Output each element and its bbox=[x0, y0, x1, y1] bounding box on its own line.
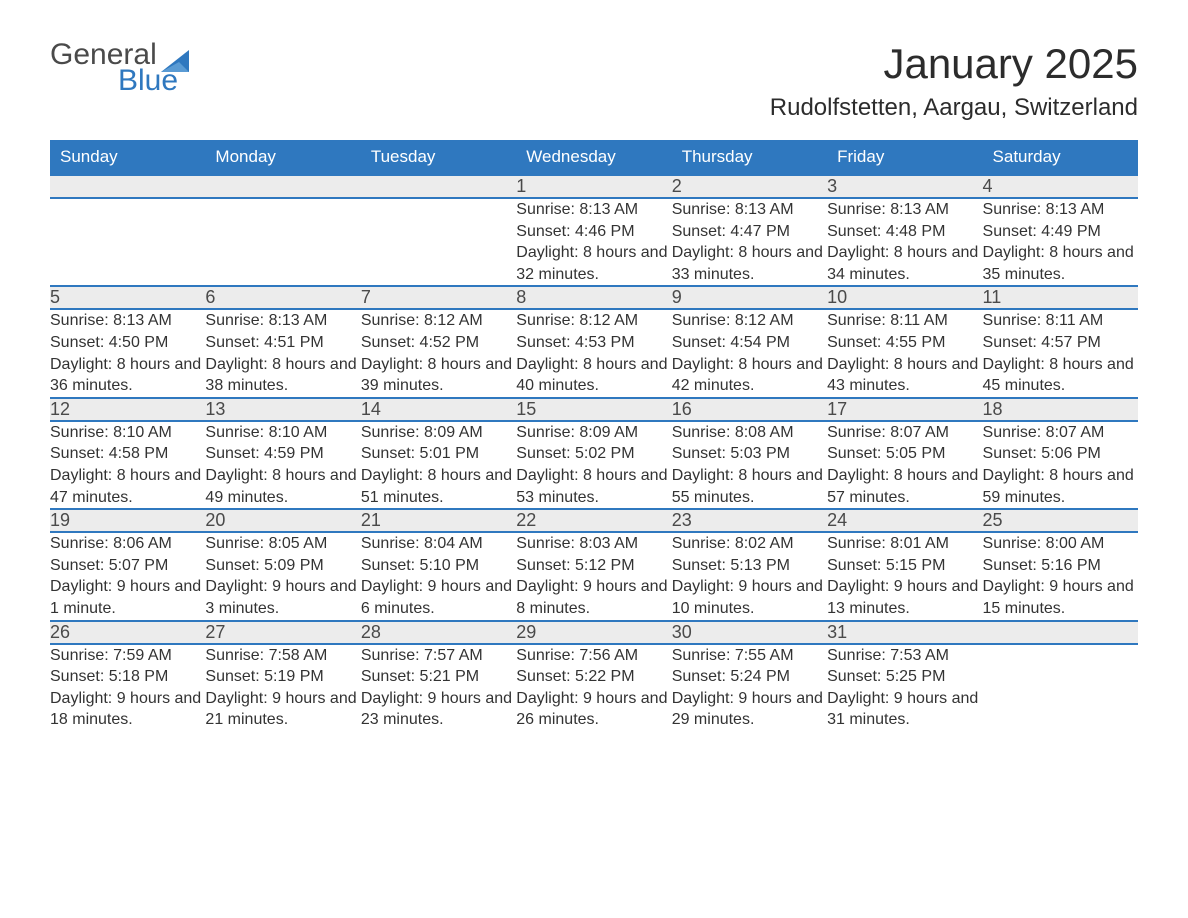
day-content-cell: Sunrise: 8:06 AMSunset: 5:07 PMDaylight:… bbox=[50, 532, 205, 620]
day-number-cell: 11 bbox=[983, 286, 1138, 309]
day-content-cell: Sunrise: 8:12 AMSunset: 4:53 PMDaylight:… bbox=[516, 309, 671, 397]
day-number-cell: 31 bbox=[827, 621, 982, 644]
day-content-cell: Sunrise: 8:12 AMSunset: 4:52 PMDaylight:… bbox=[361, 309, 516, 397]
day-number-cell bbox=[50, 175, 205, 198]
day-content-cell: Sunrise: 8:10 AMSunset: 4:59 PMDaylight:… bbox=[205, 421, 360, 509]
weekday-header: Saturday bbox=[983, 140, 1138, 175]
day-content-cell: Sunrise: 8:13 AMSunset: 4:47 PMDaylight:… bbox=[672, 198, 827, 286]
day-number-row: 262728293031 bbox=[50, 621, 1138, 644]
day-content-cell: Sunrise: 8:11 AMSunset: 4:57 PMDaylight:… bbox=[983, 309, 1138, 397]
day-content-cell: Sunrise: 8:07 AMSunset: 5:06 PMDaylight:… bbox=[983, 421, 1138, 509]
day-content-cell: Sunrise: 8:13 AMSunset: 4:48 PMDaylight:… bbox=[827, 198, 982, 286]
day-number-cell: 24 bbox=[827, 509, 982, 532]
day-number-cell: 4 bbox=[983, 175, 1138, 198]
day-content-row: Sunrise: 8:10 AMSunset: 4:58 PMDaylight:… bbox=[50, 421, 1138, 509]
day-number-row: 567891011 bbox=[50, 286, 1138, 309]
day-content-cell: Sunrise: 8:12 AMSunset: 4:54 PMDaylight:… bbox=[672, 309, 827, 397]
day-content-cell: Sunrise: 7:53 AMSunset: 5:25 PMDaylight:… bbox=[827, 644, 982, 741]
day-content-cell: Sunrise: 8:08 AMSunset: 5:03 PMDaylight:… bbox=[672, 421, 827, 509]
day-content-row: Sunrise: 8:13 AMSunset: 4:46 PMDaylight:… bbox=[50, 198, 1138, 286]
day-content-cell bbox=[205, 198, 360, 286]
day-content-cell: Sunrise: 7:59 AMSunset: 5:18 PMDaylight:… bbox=[50, 644, 205, 741]
day-number-cell: 7 bbox=[361, 286, 516, 309]
day-content-cell: Sunrise: 7:58 AMSunset: 5:19 PMDaylight:… bbox=[205, 644, 360, 741]
day-number-cell: 21 bbox=[361, 509, 516, 532]
day-number-cell: 28 bbox=[361, 621, 516, 644]
day-number-cell bbox=[205, 175, 360, 198]
day-number-cell: 10 bbox=[827, 286, 982, 309]
day-content-cell: Sunrise: 8:13 AMSunset: 4:49 PMDaylight:… bbox=[983, 198, 1138, 286]
day-number-row: 19202122232425 bbox=[50, 509, 1138, 532]
day-number-cell: 30 bbox=[672, 621, 827, 644]
day-content-cell: Sunrise: 8:11 AMSunset: 4:55 PMDaylight:… bbox=[827, 309, 982, 397]
day-number-cell: 19 bbox=[50, 509, 205, 532]
day-number-cell: 6 bbox=[205, 286, 360, 309]
logo: General Blue bbox=[50, 40, 189, 96]
day-number-cell: 25 bbox=[983, 509, 1138, 532]
day-content-cell: Sunrise: 8:13 AMSunset: 4:46 PMDaylight:… bbox=[516, 198, 671, 286]
day-number-cell: 27 bbox=[205, 621, 360, 644]
day-number-cell bbox=[361, 175, 516, 198]
day-content-row: Sunrise: 8:13 AMSunset: 4:50 PMDaylight:… bbox=[50, 309, 1138, 397]
day-number-cell: 9 bbox=[672, 286, 827, 309]
logo-word-blue: Blue bbox=[50, 66, 189, 96]
header: General Blue January 2025 Rudolfstetten,… bbox=[50, 40, 1138, 122]
day-number-cell: 26 bbox=[50, 621, 205, 644]
weekday-header: Friday bbox=[827, 140, 982, 175]
day-content-cell: Sunrise: 8:02 AMSunset: 5:13 PMDaylight:… bbox=[672, 532, 827, 620]
day-number-cell: 5 bbox=[50, 286, 205, 309]
day-number-cell: 22 bbox=[516, 509, 671, 532]
day-number-cell: 20 bbox=[205, 509, 360, 532]
weekday-header: Wednesday bbox=[516, 140, 671, 175]
day-content-cell: Sunrise: 8:13 AMSunset: 4:50 PMDaylight:… bbox=[50, 309, 205, 397]
day-number-cell: 18 bbox=[983, 398, 1138, 421]
day-number-cell: 12 bbox=[50, 398, 205, 421]
day-number-cell: 2 bbox=[672, 175, 827, 198]
day-number-cell: 3 bbox=[827, 175, 982, 198]
day-number-row: 1234 bbox=[50, 175, 1138, 198]
weekday-row: SundayMondayTuesdayWednesdayThursdayFrid… bbox=[50, 140, 1138, 175]
day-number-cell: 13 bbox=[205, 398, 360, 421]
day-content-cell bbox=[50, 198, 205, 286]
day-number-cell: 23 bbox=[672, 509, 827, 532]
day-number-cell bbox=[983, 621, 1138, 644]
day-content-cell: Sunrise: 8:07 AMSunset: 5:05 PMDaylight:… bbox=[827, 421, 982, 509]
day-content-row: Sunrise: 7:59 AMSunset: 5:18 PMDaylight:… bbox=[50, 644, 1138, 741]
month-title: January 2025 bbox=[770, 40, 1138, 88]
day-content-cell bbox=[361, 198, 516, 286]
day-content-cell: Sunrise: 8:09 AMSunset: 5:01 PMDaylight:… bbox=[361, 421, 516, 509]
weekday-header: Monday bbox=[205, 140, 360, 175]
weekday-header: Sunday bbox=[50, 140, 205, 175]
day-number-cell: 16 bbox=[672, 398, 827, 421]
day-content-cell: Sunrise: 8:09 AMSunset: 5:02 PMDaylight:… bbox=[516, 421, 671, 509]
title-block: January 2025 Rudolfstetten, Aargau, Swit… bbox=[770, 40, 1138, 122]
day-content-cell: Sunrise: 7:56 AMSunset: 5:22 PMDaylight:… bbox=[516, 644, 671, 741]
day-number-row: 12131415161718 bbox=[50, 398, 1138, 421]
day-content-cell bbox=[983, 644, 1138, 741]
day-content-row: Sunrise: 8:06 AMSunset: 5:07 PMDaylight:… bbox=[50, 532, 1138, 620]
day-content-cell: Sunrise: 7:57 AMSunset: 5:21 PMDaylight:… bbox=[361, 644, 516, 741]
day-number-cell: 15 bbox=[516, 398, 671, 421]
day-number-cell: 17 bbox=[827, 398, 982, 421]
day-content-cell: Sunrise: 8:04 AMSunset: 5:10 PMDaylight:… bbox=[361, 532, 516, 620]
day-number-cell: 8 bbox=[516, 286, 671, 309]
weekday-header: Tuesday bbox=[361, 140, 516, 175]
day-number-cell: 14 bbox=[361, 398, 516, 421]
day-number-cell: 1 bbox=[516, 175, 671, 198]
location: Rudolfstetten, Aargau, Switzerland bbox=[770, 94, 1138, 122]
day-content-cell: Sunrise: 8:03 AMSunset: 5:12 PMDaylight:… bbox=[516, 532, 671, 620]
calendar-head: SundayMondayTuesdayWednesdayThursdayFrid… bbox=[50, 140, 1138, 175]
weekday-header: Thursday bbox=[672, 140, 827, 175]
day-number-cell: 29 bbox=[516, 621, 671, 644]
day-content-cell: Sunrise: 8:10 AMSunset: 4:58 PMDaylight:… bbox=[50, 421, 205, 509]
calendar-body: 1234 Sunrise: 8:13 AMSunset: 4:46 PMDayl… bbox=[50, 175, 1138, 741]
day-content-cell: Sunrise: 8:13 AMSunset: 4:51 PMDaylight:… bbox=[205, 309, 360, 397]
day-content-cell: Sunrise: 8:01 AMSunset: 5:15 PMDaylight:… bbox=[827, 532, 982, 620]
day-content-cell: Sunrise: 7:55 AMSunset: 5:24 PMDaylight:… bbox=[672, 644, 827, 741]
calendar-table: SundayMondayTuesdayWednesdayThursdayFrid… bbox=[50, 140, 1138, 741]
day-content-cell: Sunrise: 8:05 AMSunset: 5:09 PMDaylight:… bbox=[205, 532, 360, 620]
day-content-cell: Sunrise: 8:00 AMSunset: 5:16 PMDaylight:… bbox=[983, 532, 1138, 620]
